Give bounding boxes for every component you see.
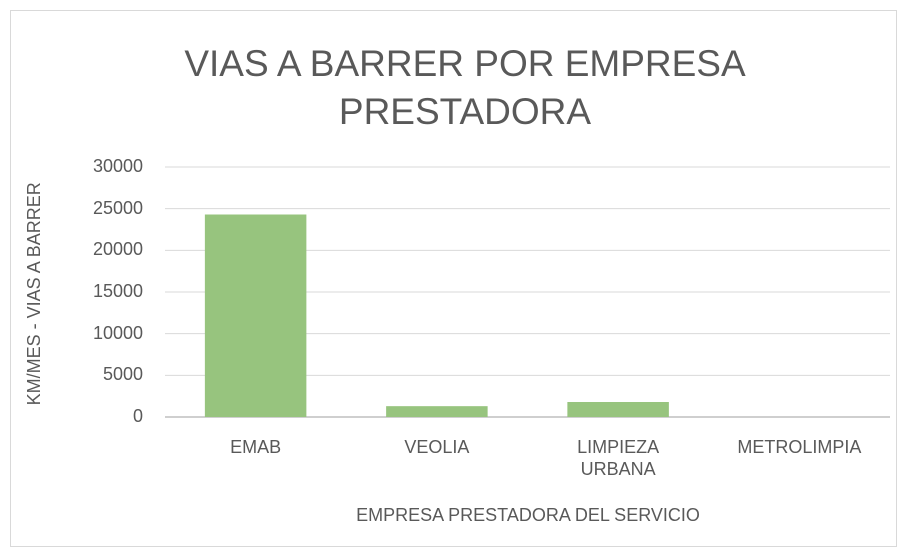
x-tick-label: VEOLIA [404, 437, 470, 457]
chart-title: VIAS A BARRER POR EMPRESA PRESTADORA [184, 43, 746, 133]
x-tick-label: METROLIMPIA [737, 437, 862, 457]
y-tick-label: 20000 [92, 239, 143, 260]
y-tick-label: 5000 [102, 364, 143, 385]
bar [567, 402, 669, 417]
y-tick-label: 0 [132, 406, 143, 426]
y-tick-label: 15000 [92, 281, 143, 301]
bar [204, 214, 307, 417]
x-tick-label: LIMPIEZA URBANA [577, 437, 660, 479]
y-tick-label: 25000 [92, 197, 143, 218]
y-tick-label: 30000 [92, 156, 143, 176]
x-axis-label: EMPRESA PRESTADORA DEL SERVICIO [356, 505, 700, 525]
x-tick-label: EMAB [230, 437, 282, 457]
y-axis-label: KM/MES - VIAS A BARRER [24, 182, 45, 406]
bar [386, 406, 488, 417]
y-tick-label: 10000 [92, 322, 143, 343]
chart-frame [10, 10, 897, 547]
